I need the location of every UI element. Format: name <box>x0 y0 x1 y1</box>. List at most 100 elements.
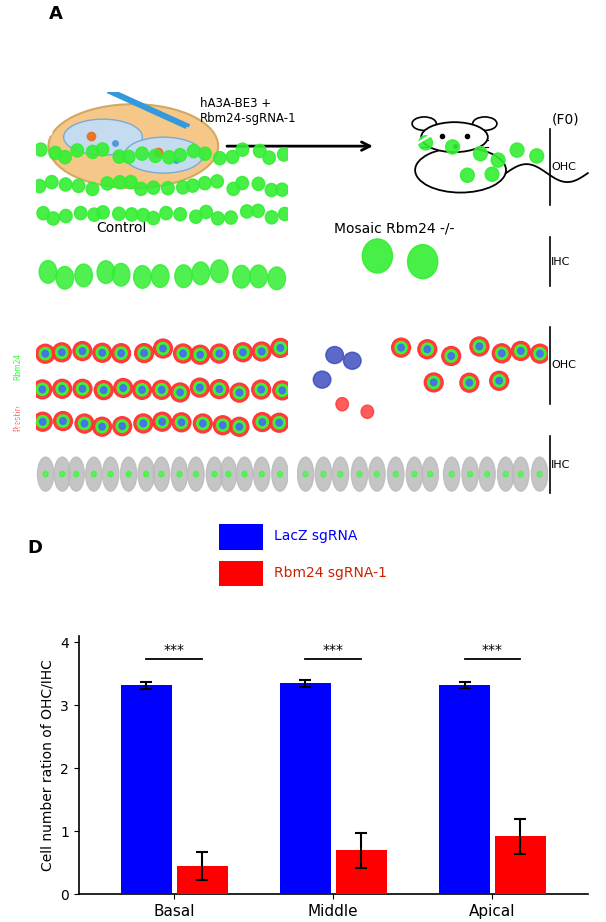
Ellipse shape <box>233 343 252 361</box>
Ellipse shape <box>199 176 211 190</box>
Ellipse shape <box>59 385 65 392</box>
Ellipse shape <box>99 423 105 430</box>
Ellipse shape <box>172 413 191 431</box>
Ellipse shape <box>351 457 368 491</box>
Ellipse shape <box>119 423 125 430</box>
Ellipse shape <box>173 344 193 363</box>
Ellipse shape <box>101 387 107 394</box>
Ellipse shape <box>463 376 475 389</box>
Ellipse shape <box>152 381 171 399</box>
Ellipse shape <box>197 351 203 358</box>
Ellipse shape <box>160 345 166 352</box>
Text: ***: *** <box>482 643 503 657</box>
Ellipse shape <box>36 416 48 428</box>
Ellipse shape <box>191 345 210 364</box>
Ellipse shape <box>162 182 174 195</box>
Ellipse shape <box>225 211 237 224</box>
Ellipse shape <box>35 143 47 156</box>
Ellipse shape <box>510 143 524 157</box>
Ellipse shape <box>135 344 153 362</box>
Ellipse shape <box>375 471 379 477</box>
Ellipse shape <box>122 150 135 163</box>
Ellipse shape <box>255 384 267 396</box>
Ellipse shape <box>408 244 438 278</box>
Ellipse shape <box>144 471 148 477</box>
Ellipse shape <box>210 260 228 283</box>
Ellipse shape <box>448 353 454 360</box>
Ellipse shape <box>194 382 206 394</box>
Ellipse shape <box>112 264 130 286</box>
Ellipse shape <box>258 386 264 393</box>
Ellipse shape <box>496 377 502 384</box>
Ellipse shape <box>530 344 550 363</box>
Ellipse shape <box>236 423 242 430</box>
Ellipse shape <box>219 422 226 429</box>
Ellipse shape <box>493 374 505 387</box>
Ellipse shape <box>415 148 506 193</box>
Ellipse shape <box>140 420 147 427</box>
Ellipse shape <box>156 384 168 396</box>
Ellipse shape <box>49 147 62 160</box>
Ellipse shape <box>499 350 505 357</box>
Ellipse shape <box>233 386 245 399</box>
Ellipse shape <box>133 381 152 399</box>
Ellipse shape <box>253 145 266 158</box>
Ellipse shape <box>253 457 270 491</box>
Ellipse shape <box>473 340 485 352</box>
Ellipse shape <box>470 337 489 356</box>
Text: C’: C’ <box>302 317 319 332</box>
Ellipse shape <box>193 414 212 433</box>
Ellipse shape <box>87 146 99 159</box>
Text: P19: P19 <box>255 317 278 330</box>
Ellipse shape <box>96 420 108 432</box>
Ellipse shape <box>136 147 148 160</box>
Ellipse shape <box>171 383 190 402</box>
Ellipse shape <box>216 350 222 357</box>
Ellipse shape <box>220 457 236 491</box>
Ellipse shape <box>212 471 217 477</box>
Ellipse shape <box>174 386 186 398</box>
Ellipse shape <box>462 457 478 491</box>
Bar <box>219 561 263 586</box>
Ellipse shape <box>73 379 92 398</box>
Ellipse shape <box>79 348 85 354</box>
Ellipse shape <box>117 382 129 394</box>
Ellipse shape <box>468 471 473 477</box>
Ellipse shape <box>64 119 142 155</box>
Ellipse shape <box>461 168 474 183</box>
Ellipse shape <box>233 420 245 433</box>
Ellipse shape <box>180 350 186 357</box>
Text: B’: B’ <box>41 317 59 332</box>
Ellipse shape <box>537 350 543 357</box>
Ellipse shape <box>177 389 183 396</box>
Ellipse shape <box>79 385 85 392</box>
Text: Otoferlin + Hoechst: Otoferlin + Hoechst <box>14 176 22 253</box>
Ellipse shape <box>393 471 398 477</box>
Ellipse shape <box>442 347 461 365</box>
Ellipse shape <box>52 343 72 361</box>
Ellipse shape <box>59 349 65 356</box>
Ellipse shape <box>112 344 130 362</box>
Ellipse shape <box>279 207 291 220</box>
Ellipse shape <box>418 340 437 359</box>
Ellipse shape <box>96 347 108 359</box>
Ellipse shape <box>39 261 57 283</box>
Ellipse shape <box>53 379 72 398</box>
Ellipse shape <box>321 471 326 477</box>
Ellipse shape <box>36 344 55 363</box>
Ellipse shape <box>74 471 79 477</box>
Ellipse shape <box>277 345 284 351</box>
Ellipse shape <box>227 183 239 195</box>
Ellipse shape <box>206 457 222 491</box>
Ellipse shape <box>485 471 490 477</box>
Ellipse shape <box>537 471 542 477</box>
Ellipse shape <box>531 457 548 491</box>
Ellipse shape <box>88 208 101 221</box>
Ellipse shape <box>236 389 242 396</box>
Ellipse shape <box>176 181 189 194</box>
Ellipse shape <box>137 208 150 221</box>
Ellipse shape <box>236 457 253 491</box>
Ellipse shape <box>45 175 58 189</box>
Ellipse shape <box>233 266 250 288</box>
Ellipse shape <box>412 471 417 477</box>
